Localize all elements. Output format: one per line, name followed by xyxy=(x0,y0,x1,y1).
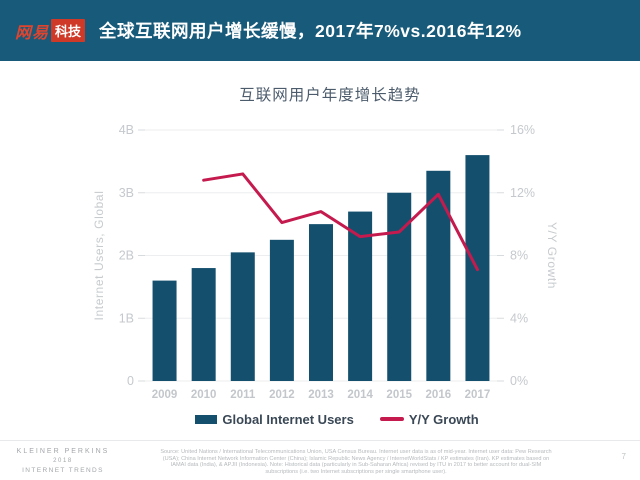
chart-title: 互联网用户年度增长趋势 xyxy=(239,87,421,104)
left-axis-tick: 4B xyxy=(119,123,134,137)
brand-report: INTERNET TRENDS xyxy=(22,467,104,474)
left-axis-title: Internet Users, Global xyxy=(92,191,106,321)
footer-divider xyxy=(0,440,640,441)
logo-tech-badge: 科技 xyxy=(51,19,86,42)
bar-2010 xyxy=(191,268,216,381)
brand-year: 2018 xyxy=(53,458,73,464)
x-label-2016: 2016 xyxy=(426,389,452,401)
chart-legend: Global Internet Users Y/Y Growth xyxy=(0,410,640,428)
line-series-swatch xyxy=(379,417,404,421)
brand-name: KLEINER PERKINS xyxy=(16,448,110,455)
left-axis-tick: 1B xyxy=(119,311,134,325)
slide-header: 网易 科技 全球互联网用户增长缓慢，2017年7%vs.2016年12% xyxy=(0,0,640,61)
right-axis-title: Y/Y Growth xyxy=(545,222,559,289)
slide-headline: 全球互联网用户增长缓慢，2017年7%vs.2016年12% xyxy=(99,21,522,41)
source-note: Source: United Nations / International T… xyxy=(160,449,552,475)
legend-item-internet-users: Global Internet Users xyxy=(195,411,354,427)
x-label-2012: 2012 xyxy=(269,389,295,401)
x-label-2013: 2013 xyxy=(308,389,334,401)
left-axis-tick: 3B xyxy=(119,186,134,200)
right-axis-tick: 16% xyxy=(510,123,535,137)
logo-netease-text: 网易 xyxy=(15,24,50,42)
x-label-2009: 2009 xyxy=(152,389,178,401)
x-label-2010: 2010 xyxy=(191,389,217,401)
x-label-2011: 2011 xyxy=(230,389,256,401)
bar-2011 xyxy=(230,252,255,381)
footer-brand: KLEINER PERKINS 2018 INTERNET TRENDS xyxy=(8,448,118,474)
right-axis-tick: 8% xyxy=(510,249,528,263)
x-label-2017: 2017 xyxy=(465,389,491,401)
right-axis-tick: 12% xyxy=(510,186,535,200)
bar-series-swatch xyxy=(195,414,218,424)
x-label-2014: 2014 xyxy=(347,389,373,401)
bar-2013 xyxy=(309,224,333,381)
bar-2016 xyxy=(426,170,451,381)
bar-2014 xyxy=(348,211,373,381)
right-axis-tick: 4% xyxy=(510,311,528,325)
legend-item-growth: Y/Y Growth xyxy=(379,411,479,427)
left-axis-tick: 0 xyxy=(127,374,134,388)
page-number: 7 xyxy=(621,452,626,461)
right-axis-tick: 0% xyxy=(510,374,528,388)
x-label-2015: 2015 xyxy=(386,389,412,401)
legend-label-internet-users: Global Internet Users xyxy=(222,411,354,427)
netease-tech-logo: 网易 科技 xyxy=(15,19,86,43)
left-axis-tick: 2B xyxy=(119,249,134,263)
bar-2015 xyxy=(387,192,412,381)
bar-2012 xyxy=(269,239,294,381)
bar-2009 xyxy=(152,280,177,381)
growth-line xyxy=(202,172,479,272)
legend-label-growth: Y/Y Growth xyxy=(408,411,479,427)
growth-chart: 4B 16% 3B 12% 2B 8% 1B 4% 0 0% 2009 2010 2011 2012 201… xyxy=(92,123,559,401)
